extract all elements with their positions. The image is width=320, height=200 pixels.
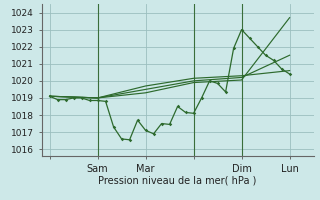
X-axis label: Pression niveau de la mer( hPa ): Pression niveau de la mer( hPa ): [99, 175, 257, 185]
